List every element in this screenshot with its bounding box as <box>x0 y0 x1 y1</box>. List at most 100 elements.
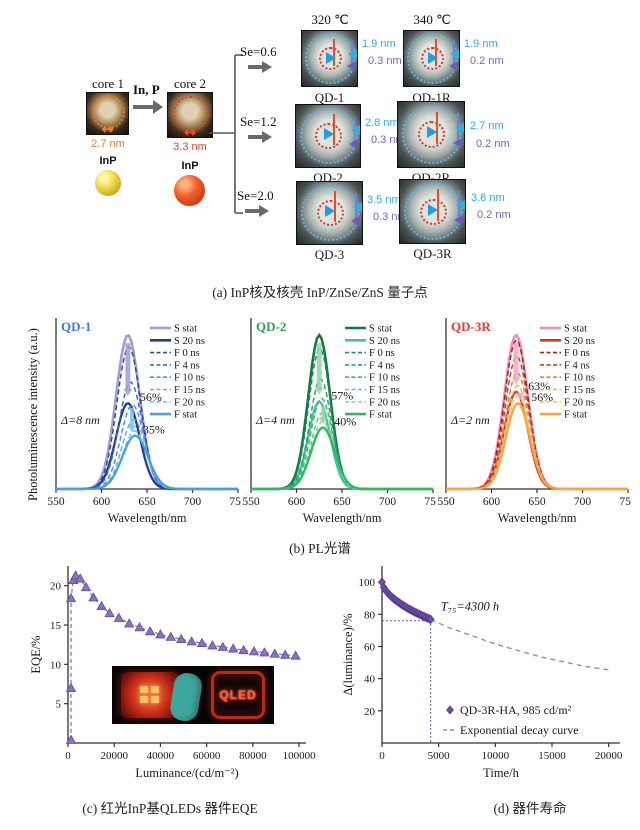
svg-text:750: 750 <box>619 496 631 508</box>
pixel <box>151 696 159 703</box>
svg-text:Δ=2 nm: Δ=2 nm <box>450 413 490 427</box>
outer-arrow-icon <box>349 139 359 150</box>
shell-ring-icon <box>300 184 360 242</box>
svg-text:Exponential decay curve: Exponential decay curve <box>460 723 579 737</box>
svg-text:750: 750 <box>424 496 436 508</box>
svg-text:F 4 ns: F 4 ns <box>564 360 590 371</box>
svg-text:S 20 ns: S 20 ns <box>564 336 595 347</box>
caption-c: (c) 红光InP基QLEDs 器件EQE <box>82 801 258 816</box>
shell-arrow-icon <box>450 48 460 59</box>
core1-tem-image: ↔ <box>86 92 129 137</box>
core-outline-icon <box>173 95 209 131</box>
pixel-grid <box>140 686 160 704</box>
svg-text:650: 650 <box>333 496 351 508</box>
svg-text:Wavelength/nm: Wavelength/nm <box>303 511 382 525</box>
pl-plot: 550 600 650 700 750 Wavelength/nm QD-3R 63%56% Δ… <box>437 318 637 525</box>
svg-text:20000: 20000 <box>595 750 623 762</box>
svg-text:F 4 ns: F 4 ns <box>174 360 200 371</box>
pl-curve-f-stat <box>56 434 238 491</box>
svg-text:QD-1: QD-1 <box>61 319 91 334</box>
qled-device-photo: QLED <box>112 666 274 724</box>
svg-text:10: 10 <box>50 659 62 671</box>
decay-arrowhead-icon <box>511 377 521 385</box>
svg-text:Luminance/(cd/m⁻²): Luminance/(cd/m⁻²) <box>135 766 238 780</box>
axes: 550 600 650 700 750 Wavelength/nm <box>242 318 442 525</box>
core2-material: InP <box>181 160 199 172</box>
lifetime-legend: QD-3R-HA, 985 cd/m² Exponential decay cur… <box>443 703 579 737</box>
outer-thickness: 0.3 nm <box>368 55 402 67</box>
svg-text:100000: 100000 <box>283 750 317 762</box>
svg-text:700: 700 <box>379 496 397 508</box>
shell-arrow-icon <box>456 200 466 211</box>
shell-arrow-icon <box>353 202 363 213</box>
t75-annotation: T₇₅=4300 h <box>441 600 499 614</box>
decay-arrowhead-icon <box>123 388 133 396</box>
t75-guide-lines <box>382 620 432 743</box>
svg-text:F 20 ns: F 20 ns <box>564 397 595 408</box>
svg-text:0: 0 <box>65 750 71 762</box>
svg-text:QD-3R-HA, 985 cd/m²: QD-3R-HA, 985 cd/m² <box>460 703 572 717</box>
svg-text:F 0 ns: F 0 ns <box>369 348 395 359</box>
svg-text:F 10 ns: F 10 ns <box>369 373 400 384</box>
shell-ring-icon <box>403 182 463 241</box>
svg-text:600: 600 <box>483 496 501 508</box>
svg-text:100: 100 <box>359 577 376 589</box>
shell-arrow-icon <box>351 125 361 136</box>
core-outline-icon <box>92 95 126 129</box>
panel-d: 0 5000 10000 15000 20000 20 40 60 80 100 Time/h Δ(l… <box>340 558 635 793</box>
core-ring-icon <box>316 200 344 226</box>
svg-text:650: 650 <box>528 496 546 508</box>
caption-b: (b) PL光谱 <box>289 541 351 556</box>
svg-text:10000: 10000 <box>482 750 510 762</box>
decay-fit-curve <box>430 619 609 671</box>
svg-text:20000: 20000 <box>100 750 128 762</box>
svg-text:20: 20 <box>50 581 62 593</box>
shell-arrow-icon <box>348 48 358 59</box>
svg-text:S 20 ns: S 20 ns <box>174 336 205 347</box>
lifetime-markers <box>378 577 435 625</box>
pl-series <box>446 333 628 491</box>
core1-sphere <box>95 170 121 196</box>
svg-text:F stat: F stat <box>369 410 392 421</box>
svg-text:Δ=8 nm: Δ=8 nm <box>60 413 100 427</box>
branch-se-1: Se=0.6 <box>240 44 277 59</box>
branch-se-2: Se=1.2 <box>240 114 277 129</box>
svg-text:40: 40 <box>364 674 376 686</box>
core1-material: InP <box>99 155 117 167</box>
svg-text:QD-2: QD-2 <box>256 319 286 334</box>
svg-text:S stat: S stat <box>564 324 587 335</box>
lifetime-chart: 0 5000 10000 15000 20000 20 40 60 80 100 Time/h Δ(l… <box>341 566 623 780</box>
center-arrow-icon <box>426 126 437 139</box>
qled-glowing-text: QLED <box>219 688 257 702</box>
pl-y-axis-label: Photoluminescence intensity (a.u.) <box>26 328 40 501</box>
svg-text:F 15 ns: F 15 ns <box>369 385 400 396</box>
shell-thickness: 1.9 nm <box>362 38 396 50</box>
shell-thickness: 2.7 nm <box>470 120 504 132</box>
pixel <box>140 686 148 693</box>
svg-text:Wavelength/nm: Wavelength/nm <box>498 511 577 525</box>
svg-text:F stat: F stat <box>564 410 587 421</box>
eqe-chart: 0 20000 40000 60000 80000 100000 5 10 15 20 Lumina… <box>29 566 317 780</box>
core2-tem-image: ↔ <box>167 92 213 141</box>
pl-series <box>251 332 433 491</box>
svg-text:700: 700 <box>574 496 592 508</box>
tem-image-qd1r <box>403 30 460 87</box>
outer-arrow-icon <box>351 216 361 227</box>
svg-text:S stat: S stat <box>174 324 197 335</box>
outer-thickness: 0.2 nm <box>476 138 510 150</box>
core-ring-icon <box>315 123 342 149</box>
panel-a: core 1 ↔ 2.7 nm InP In, P core 2 ↔ 3.3 n… <box>0 0 640 300</box>
svg-text:Time/h: Time/h <box>483 766 519 780</box>
branch-se-3: Se=2.0 <box>237 188 274 203</box>
decay-arrowhead-icon <box>318 417 328 425</box>
svg-text:80000: 80000 <box>239 750 267 762</box>
diameter-arrow-icon: ↔ <box>183 123 197 141</box>
caption-d: (d) 器件寿命 <box>493 801 567 816</box>
svg-text:5000: 5000 <box>428 750 451 762</box>
outer-thickness: 0.2 nm <box>470 55 504 67</box>
svg-text:56%: 56% <box>140 390 162 404</box>
svg-text:F 4 ns: F 4 ns <box>369 360 395 371</box>
axes: 0 5000 10000 15000 20000 20 40 60 80 100 Time/h Δ(l… <box>341 566 623 780</box>
svg-text:F stat: F stat <box>174 410 197 421</box>
branch-bracket <box>209 54 243 214</box>
